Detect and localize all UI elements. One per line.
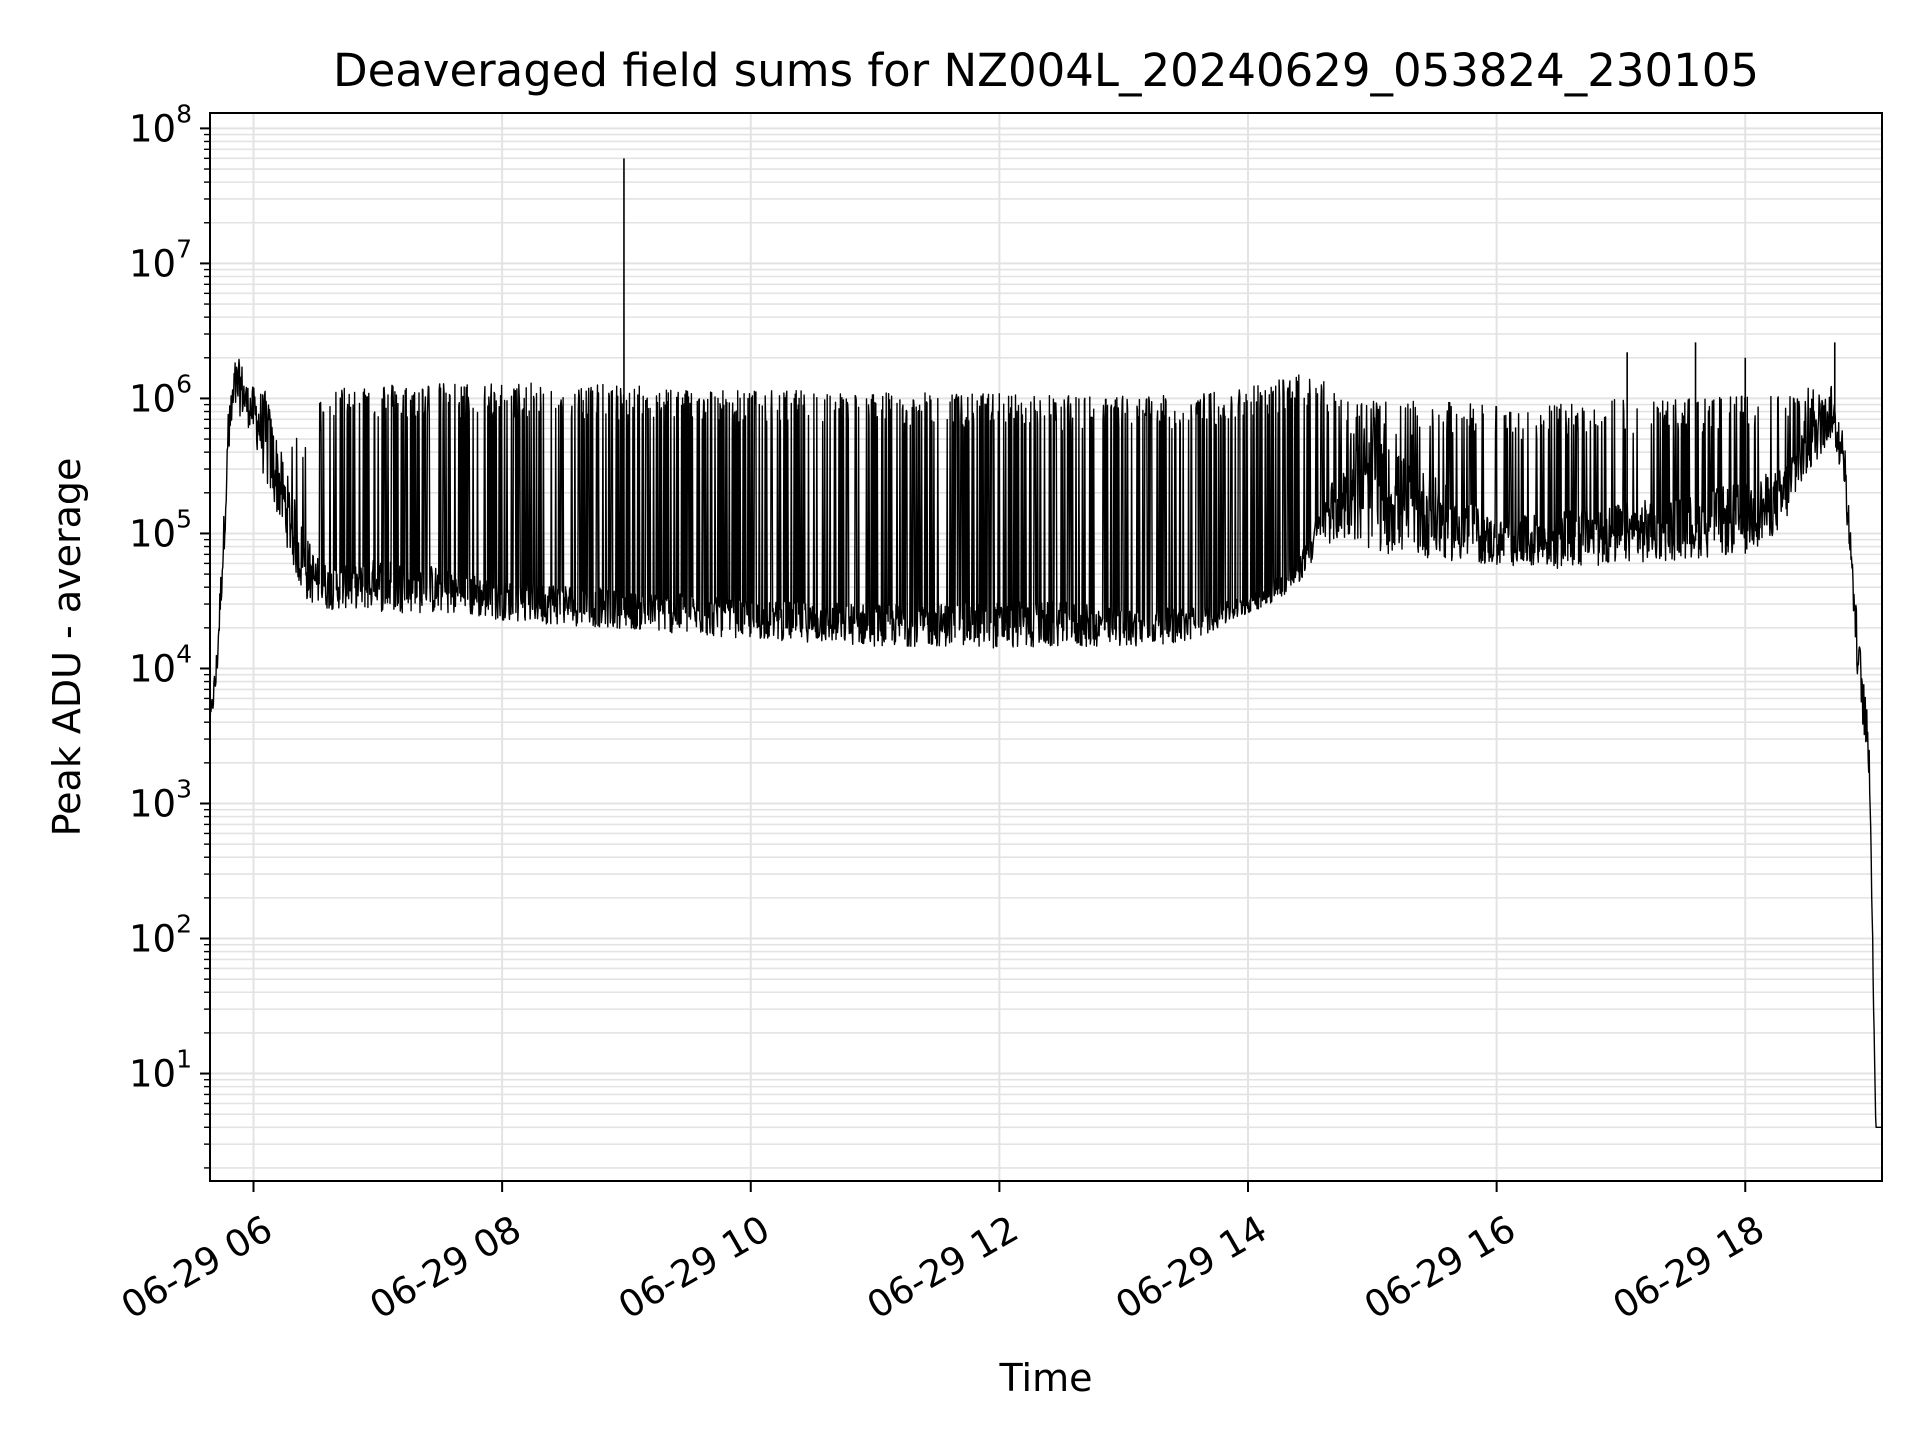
- y-tick-exponent: 2: [176, 910, 192, 939]
- y-tick-base: 10: [129, 242, 176, 285]
- y-tick-exponent: 1: [176, 1045, 192, 1074]
- x-tick-label: 06-29 08: [363, 1207, 529, 1327]
- y-tick-label: 102: [129, 910, 192, 961]
- x-tick-label: 06-29 14: [1109, 1207, 1275, 1327]
- y-tick-label: 106: [129, 369, 192, 420]
- y-tick-exponent: 4: [176, 639, 192, 668]
- chart-title: Deaveraged field sums for NZ004L_2024062…: [333, 44, 1759, 97]
- y-tick-base: 10: [129, 918, 176, 961]
- x-tick-label: 06-29 12: [860, 1207, 1026, 1327]
- x-axis-label: Time: [999, 1356, 1093, 1400]
- grid-layer: [210, 113, 1882, 1181]
- y-tick-exponent: 8: [176, 99, 192, 128]
- y-tick-base: 10: [129, 512, 176, 555]
- y-tick-base: 10: [129, 107, 176, 150]
- series-line: [209, 358, 1883, 1128]
- y-tick-exponent: 7: [176, 234, 192, 263]
- y-tick-exponent: 6: [176, 369, 192, 398]
- x-tick-label: 06-29 10: [611, 1207, 777, 1327]
- x-tick-label: 06-29 16: [1357, 1207, 1523, 1327]
- y-tick-base: 10: [129, 782, 176, 825]
- y-tick-label: 108: [129, 99, 192, 150]
- y-tick-label: 107: [129, 234, 192, 285]
- y-tick-label: 105: [129, 504, 192, 555]
- y-tick-exponent: 5: [176, 504, 192, 533]
- y-tick-base: 10: [129, 1053, 176, 1096]
- y-axis-label: Peak ADU - average: [45, 458, 89, 837]
- x-tick-label: 06-29 06: [114, 1207, 280, 1327]
- y-tick-label: 103: [129, 774, 192, 825]
- y-tick-label: 104: [129, 639, 192, 690]
- plot-frame: [209, 112, 1883, 1182]
- x-tick-label: 06-29 18: [1606, 1207, 1772, 1327]
- y-tick-base: 10: [129, 377, 176, 420]
- data-layer: [209, 158, 1883, 1128]
- y-tick-exponent: 3: [176, 774, 192, 803]
- y-tick-label: 101: [129, 1045, 192, 1096]
- y-tick-base: 10: [129, 647, 176, 690]
